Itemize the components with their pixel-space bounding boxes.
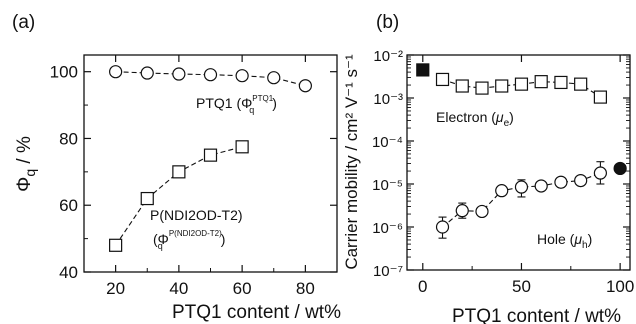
- series-2-point: [172, 165, 186, 179]
- series-1-point: [298, 79, 312, 93]
- series-2-point: [475, 204, 489, 219]
- panel-b: (b) 0 50 100 10⁻⁷ 10⁻⁶ 10⁻⁵ 10⁻⁴ 10⁻³ 10⁻² PTQ1 …: [342, 12, 634, 324]
- panel-b-label: (b): [376, 12, 399, 33]
- panel-b-series-lines: [442, 78, 601, 228]
- series-2-point: [574, 173, 588, 188]
- x-tick-label: 80: [296, 279, 315, 298]
- series-2-point: [435, 220, 450, 234]
- series-2-point: [109, 238, 123, 252]
- series-1-point: [475, 81, 489, 95]
- panel-a-label: (a): [12, 12, 35, 33]
- series-1-point: [203, 68, 218, 82]
- series-1-point: [109, 65, 123, 79]
- panel-a-axes-ticks: 20 40 60 80 40 60 80 100: [50, 55, 337, 298]
- series-2-point: [140, 191, 154, 206]
- series-1-point: [435, 72, 450, 87]
- panel-b-hole-label: Hole (μh): [537, 231, 592, 251]
- series-2-point: [235, 140, 249, 154]
- series-2-point: [203, 148, 218, 162]
- y-tick-label: 10⁻⁶: [372, 220, 403, 237]
- x-tick-label: 60: [233, 279, 252, 298]
- y-tick-label: 40: [59, 263, 78, 282]
- series-1-point: [554, 75, 568, 90]
- panel-a-series1-label: PTQ1 (ΦPTQ1 q): [196, 94, 277, 115]
- x-tick-label: 100: [606, 277, 634, 296]
- series-1-point: [455, 79, 469, 93]
- series-3-point: [416, 63, 430, 77]
- y-tick-label: 60: [59, 196, 78, 215]
- x-tick-label: 40: [169, 279, 188, 298]
- panel-a: (a) 20 40 60 80 40 60 80 100 PTQ1 content / wt%…: [12, 12, 341, 323]
- y-label-subscript: q: [22, 169, 38, 177]
- panel-b-markers: [416, 63, 627, 234]
- panel-a-series2-label-line1: P(NDI2OD-T2): [150, 207, 243, 223]
- series-1-point: [534, 75, 548, 89]
- panel-b-plot-frame: [406, 54, 631, 271]
- series-1-point: [514, 77, 529, 91]
- series-1-point: [267, 71, 281, 85]
- x-tick-label: 0: [418, 277, 427, 296]
- series-4-point: [613, 161, 627, 176]
- x-tick-label: 20: [106, 279, 125, 298]
- y-tick-label: 10⁻³: [373, 91, 403, 108]
- series-1-point: [574, 77, 588, 91]
- series-2-point: [554, 175, 568, 189]
- series-1-point: [593, 90, 607, 104]
- panel-b-error-bars: [438, 161, 605, 239]
- panel-b-x-axis-label: PTQ1 content / wt%: [452, 306, 621, 324]
- panel-a-series2-label-line2: (ΦP(NDI2OD-T2) q): [153, 229, 225, 251]
- series-1-point: [172, 67, 186, 81]
- y-tick-label: 10⁻²: [373, 48, 403, 65]
- panel-b-electron-label: Electron (μe): [436, 109, 514, 129]
- panel-a-x-axis-label: PTQ1 content / wt%: [172, 302, 341, 323]
- y-tick-label: 10⁻⁴: [372, 134, 403, 151]
- y-tick-label: 100: [50, 63, 78, 82]
- panel-a-markers: [109, 65, 312, 252]
- series-2-point: [593, 166, 607, 180]
- y-tick-label: 80: [59, 129, 78, 148]
- y-tick-label: 10⁻⁷: [373, 263, 403, 280]
- series-1-point: [495, 79, 509, 93]
- y-tick-label: 10⁻⁵: [372, 177, 403, 194]
- series-2-point: [514, 180, 529, 194]
- x-tick-label: 50: [512, 277, 531, 296]
- series-1-point: [235, 69, 249, 83]
- series-2-point: [455, 204, 469, 218]
- series-2-point: [495, 184, 509, 198]
- series-2-point: [534, 179, 548, 193]
- panel-b-y-axis-label: Carrier mobility / cm² V⁻¹ s⁻¹: [342, 54, 361, 270]
- panel-b-axes-ticks: 0 50 100 10⁻⁷ 10⁻⁶ 10⁻⁵ 10⁻⁴ 10⁻³ 10⁻²: [372, 48, 634, 296]
- series-1-point: [140, 66, 154, 80]
- panel-a-y-axis-label: Φq / %: [14, 136, 38, 192]
- y-label-phi-symbol: Φ: [14, 177, 35, 192]
